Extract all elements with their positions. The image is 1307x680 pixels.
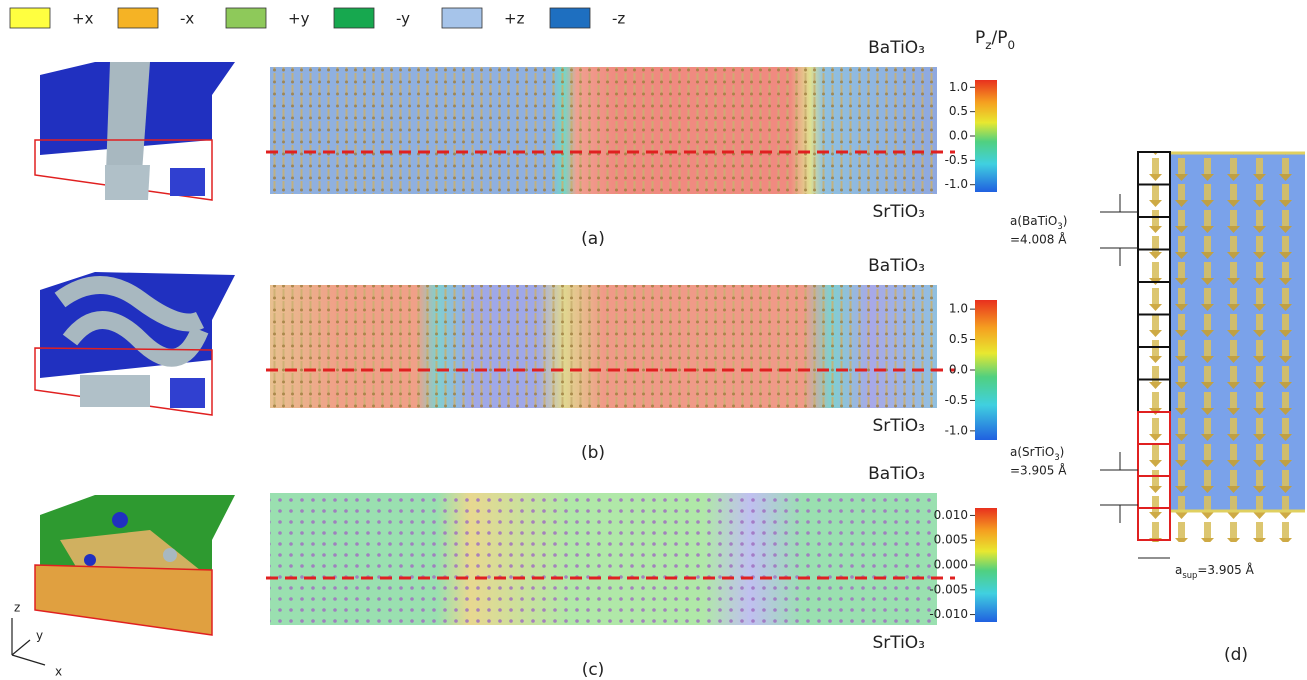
colorbar-tick-label: 0.0	[949, 363, 968, 377]
colorbar-tick-label: -0.5	[945, 153, 968, 167]
colorbar-tick-label: -0.010	[929, 607, 968, 621]
legend-swatch	[225, 7, 267, 29]
text-part: /P	[991, 28, 1007, 48]
subscript: sup	[1182, 570, 1197, 580]
top-material: BaTiO₃	[868, 256, 925, 276]
subscript: z	[985, 38, 991, 52]
axis-label: z	[14, 601, 20, 615]
text-part: )	[1063, 214, 1068, 228]
text-part: a	[1175, 563, 1182, 577]
colorbar-tick-label: 0.0	[949, 129, 968, 143]
box-a	[34, 62, 235, 201]
colorbar-title: Pz/P0	[975, 28, 1015, 52]
text-part: =3.905 Å	[1197, 562, 1254, 577]
bottom-material: SrTiO₃	[872, 416, 925, 436]
subscript: 0	[1007, 38, 1015, 52]
colorbar-tick-label: -1.0	[945, 423, 968, 437]
arrow-field	[270, 67, 937, 194]
arrow-field	[270, 493, 937, 625]
legend-swatch	[549, 7, 591, 29]
axis-label: x	[55, 665, 62, 679]
box-c	[34, 495, 235, 636]
lattice-value: =3.905 Å	[1010, 463, 1067, 478]
text-part: a(BaTiO	[1010, 214, 1057, 228]
panel-label: (b)	[581, 443, 605, 463]
colorbar-tick-label: 0.005	[934, 533, 968, 547]
colorbar-tick-label: 1.0	[949, 80, 968, 94]
axes-triad	[11, 618, 46, 666]
panel-label: (c)	[582, 660, 605, 680]
colorbar-tick-label: -1.0	[945, 177, 968, 191]
subscript: 3	[1057, 221, 1062, 231]
colorbar	[975, 508, 997, 622]
legend-label: -x	[180, 10, 194, 28]
top-material: BaTiO₃	[868, 464, 925, 484]
colorbar-tick-label: 0.5	[949, 104, 968, 118]
legend-swatch	[441, 7, 483, 29]
legend-label: +y	[288, 10, 310, 28]
panel-label: (d)	[1224, 645, 1248, 665]
legend-label: -y	[396, 10, 410, 28]
colorbar-tick-label: -0.5	[945, 393, 968, 407]
legend-label: +z	[504, 10, 525, 28]
colorbar	[975, 80, 997, 192]
colorbar-tick-label: -0.005	[929, 582, 968, 596]
text-part: a(SrTiO	[1010, 445, 1054, 459]
lattice-value: =4.008 Å	[1010, 232, 1067, 247]
text-part: P	[975, 28, 985, 48]
bottom-material: SrTiO₃	[872, 202, 925, 222]
colorbar	[975, 300, 997, 440]
subscript: 3	[1054, 452, 1059, 462]
legend-label: -z	[612, 10, 625, 28]
lattice-label: a(SrTiO3)	[1010, 445, 1064, 462]
bottom-material: SrTiO₃	[872, 633, 925, 653]
legend-swatch	[333, 7, 375, 29]
axis-label: y	[36, 629, 43, 643]
legend-swatch	[117, 7, 159, 29]
lattice-label: a(BaTiO3)	[1010, 214, 1067, 231]
colorbar-tick-label: 0.5	[949, 332, 968, 346]
asup-label: asup=3.905 Å	[1175, 562, 1255, 580]
unit-cell	[1137, 507, 1171, 541]
colorbar-tick-label: 0.010	[934, 508, 968, 522]
top-material: BaTiO₃	[868, 38, 925, 58]
legend-swatch	[9, 7, 51, 29]
panel-label: (a)	[581, 229, 605, 249]
legend-label: +x	[72, 10, 94, 28]
box-b	[34, 272, 235, 416]
text-part: )	[1060, 445, 1065, 459]
colorbar-tick-label: 1.0	[949, 302, 968, 316]
colorbar-tick-label: 0.000	[934, 558, 968, 572]
arrow-field	[270, 285, 937, 408]
